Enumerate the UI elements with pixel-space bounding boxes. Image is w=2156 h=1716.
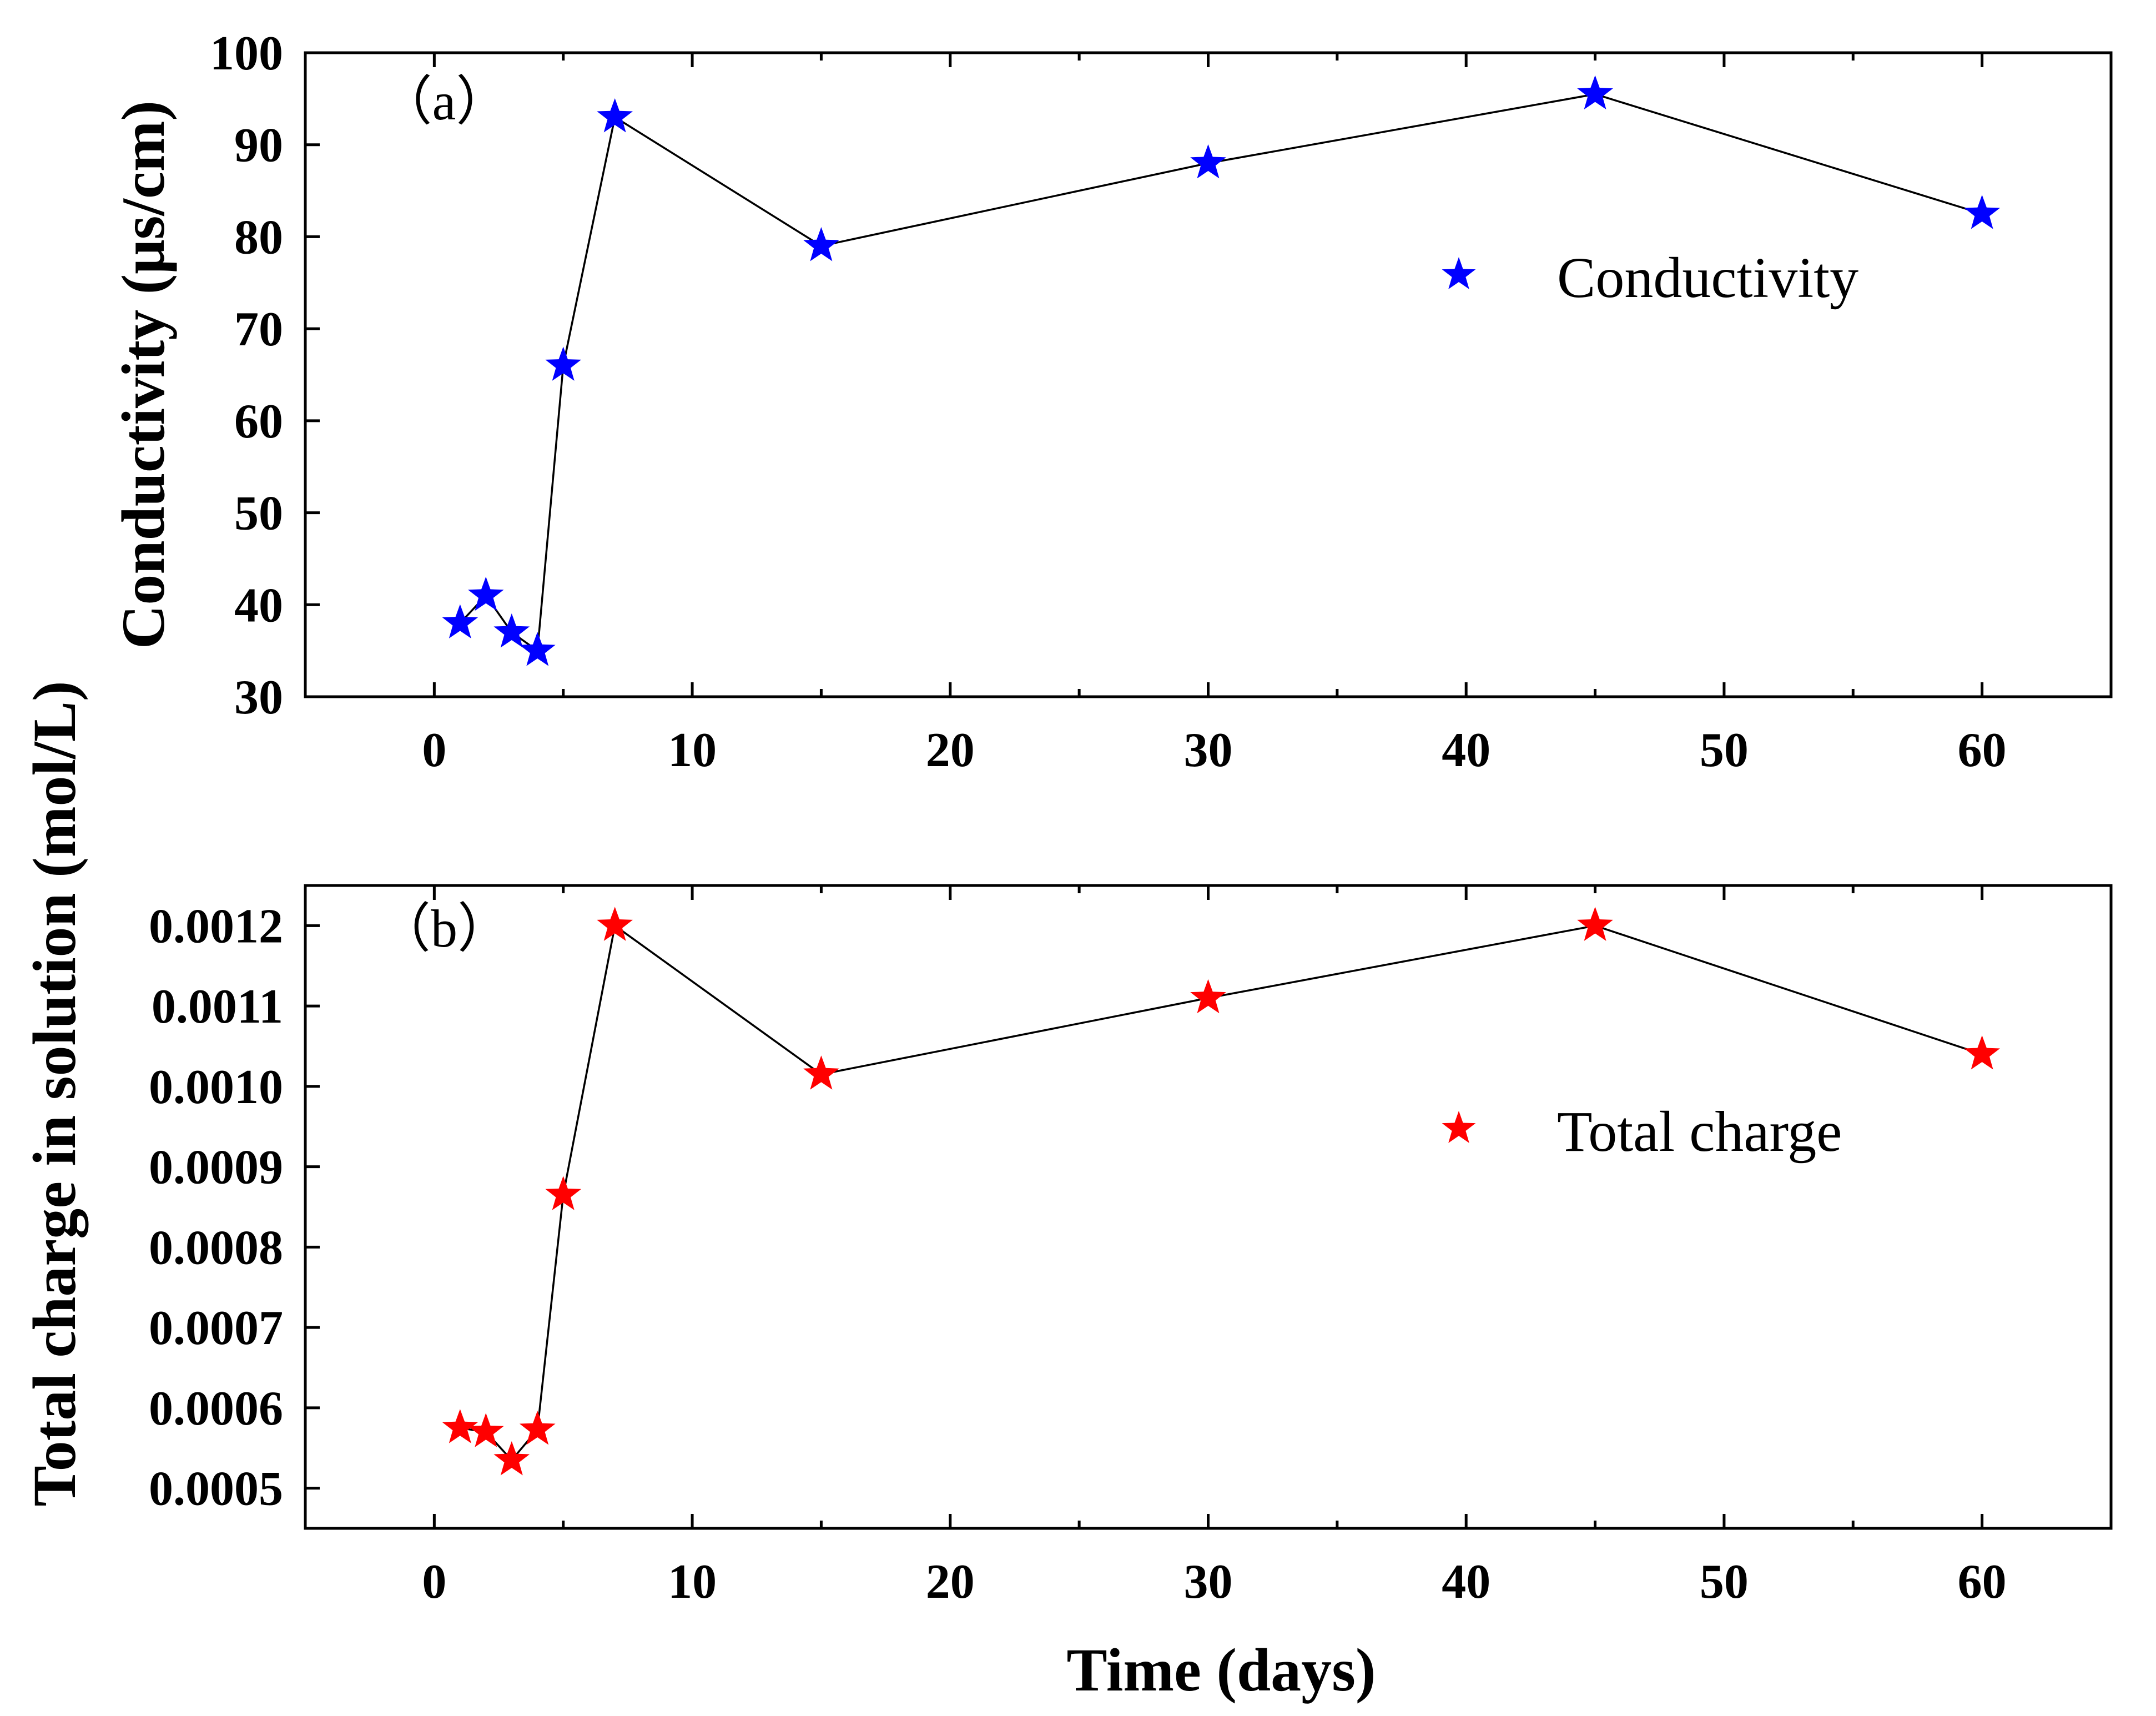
data-point: [442, 1409, 478, 1443]
x-tick-label: 60: [1958, 723, 2007, 777]
y-tick-label: 0.0010: [149, 1060, 283, 1114]
data-point: [803, 227, 839, 261]
data-point: [519, 1411, 556, 1445]
data-point: [493, 613, 530, 648]
x-tick-label: 10: [668, 723, 717, 777]
data-point: [597, 907, 633, 941]
data-point: [803, 1055, 839, 1090]
y-tick-label: 80: [234, 210, 283, 264]
data-point: [1577, 907, 1613, 941]
y-tick-label: 0.0009: [149, 1141, 283, 1195]
y-tick-label: 0.0006: [149, 1382, 283, 1436]
y-tick-label: 60: [234, 395, 283, 449]
data-point: [1964, 1035, 2000, 1070]
panel-label: （a）: [379, 72, 510, 131]
legend-marker: [1442, 1111, 1476, 1143]
y-tick-label: 40: [234, 578, 283, 632]
x-tick-label: 20: [926, 723, 975, 777]
legend-label: Conductivity: [1557, 246, 1858, 310]
legend-marker: [1442, 257, 1476, 289]
x-tick-label: 20: [926, 1555, 975, 1609]
x-tick-label: 50: [1700, 1555, 1749, 1609]
data-point: [597, 98, 633, 133]
y-tick-label: 0.0008: [149, 1221, 283, 1275]
data-point: [545, 346, 582, 381]
data-point: [519, 632, 556, 666]
y-tick-label: 30: [234, 671, 283, 724]
panel-a: 0 10 20 30 40 50 60 30 40 50 60 70 80 90 100 Conductivi…: [109, 27, 2113, 777]
panel-label: （b）: [377, 899, 511, 958]
y-tick-label: 70: [234, 303, 283, 356]
x-tick-label: 30: [1184, 1555, 1233, 1609]
x-tick-label: 60: [1958, 1555, 2007, 1609]
series-line: [460, 924, 1983, 1462]
data-point: [545, 1176, 582, 1210]
y-tick-label: 0.0005: [149, 1462, 283, 1516]
panel-b: 0 10 20 30 40 50 60 0.0005 0.0006 0.0007 0.0008 0.0…: [21, 681, 2113, 1609]
x-tick-label: 0: [422, 1555, 446, 1609]
y-tick-label: 100: [210, 27, 283, 80]
data-point: [1577, 75, 1613, 110]
x-tick-label: 10: [668, 1555, 717, 1609]
y-tick-label: 0.0011: [152, 980, 283, 1034]
y-tick-label: 50: [234, 487, 283, 541]
data-point: [1190, 979, 1226, 1014]
y-axis-title: Conductivity (μs/cm): [109, 100, 177, 649]
y-axis-title: Total charge in solution (mol/L): [21, 681, 88, 1506]
x-tick-label: 50: [1700, 723, 1749, 777]
y-tick-label: 90: [234, 119, 283, 173]
x-axis-title: Time (days): [1066, 1636, 1376, 1704]
x-tick-label: 30: [1184, 723, 1233, 777]
data-point: [468, 1413, 504, 1447]
data-point: [493, 1441, 530, 1476]
legend-label: Total charge: [1557, 1100, 1842, 1164]
y-tick-label: 0.0012: [149, 899, 283, 953]
x-tick-label: 0: [422, 723, 446, 777]
data-point: [468, 576, 504, 611]
series-line: [459, 93, 1983, 653]
data-point: [442, 604, 478, 638]
data-point: [1190, 144, 1226, 179]
data-point: [1964, 195, 2000, 229]
x-tick-label: 40: [1442, 723, 1490, 777]
y-tick-label: 0.0007: [149, 1301, 283, 1355]
x-tick-label: 40: [1442, 1555, 1490, 1609]
